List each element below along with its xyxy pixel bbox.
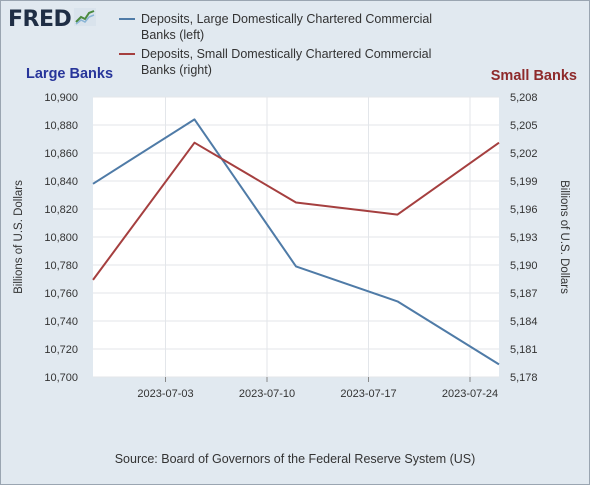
chart-legend: Deposits, Large Domestically Chartered C… — [119, 11, 449, 81]
y-left-tick-label: 10,780 — [44, 260, 78, 272]
y-left-tick-label: 10,840 — [44, 176, 78, 188]
y-right-tick-label: 5,184 — [510, 316, 538, 328]
y-left-axis-label: Billions of U.S. Dollars — [13, 180, 25, 294]
fred-logo-text: FRED — [8, 6, 72, 32]
y-left-tick-label: 10,700 — [44, 372, 78, 384]
y-right-tick-label: 5,196 — [510, 204, 538, 216]
y-left-tick-label: 10,820 — [44, 204, 78, 216]
x-tick-label: 2023-07-24 — [442, 388, 498, 400]
y-left-tick-label: 10,880 — [44, 120, 78, 132]
y-right-tick-label: 5,202 — [510, 148, 538, 160]
legend-label-line1: Deposits, Large Domestically Chartered C… — [141, 12, 433, 26]
y-left-tick-label: 10,800 — [44, 232, 78, 244]
legend-item-large-banks[interactable]: Deposits, Large Domestically Chartered C… — [119, 11, 449, 43]
y-left-tick-label: 10,760 — [44, 288, 78, 300]
y-right-tick-label: 5,178 — [510, 372, 538, 384]
legend-swatch-small — [119, 53, 135, 55]
y-left-tick-label: 10,900 — [44, 92, 78, 104]
y-right-tick-label: 5,181 — [510, 344, 538, 356]
y-right-tick-label: 5,208 — [510, 92, 538, 104]
x-tick-label: 2023-07-17 — [340, 388, 396, 400]
legend-item-small-banks[interactable]: Deposits, Small Domestically Chartered C… — [119, 46, 449, 78]
fred-logo[interactable]: FRED — [8, 6, 97, 32]
legend-label-line2: Banks (left) — [141, 28, 205, 42]
legend-swatch-large — [119, 18, 135, 20]
y-right-tick-label: 5,199 — [510, 176, 538, 188]
chart-source: Source: Board of Governors of the Federa… — [114, 452, 476, 466]
line-chart: 10,700 5,178 10,720 5,181 10,740 5,184 10,760 5… — [13, 92, 570, 400]
y-right-tick-label: 5,193 — [510, 232, 538, 244]
y-right-axis-label: Billions of U.S. Dollars — [558, 180, 570, 294]
chart-line-icon — [74, 7, 97, 31]
left-axis-title: Large Banks — [26, 66, 114, 82]
y-right-tick-label: 5,205 — [510, 120, 538, 132]
legend-label-line1: Deposits, Small Domestically Chartered C… — [141, 47, 432, 61]
x-tick-label: 2023-07-10 — [239, 388, 295, 400]
legend-label-line2: Banks (right) — [141, 63, 212, 77]
y-right-tick-label: 5,187 — [510, 288, 538, 300]
y-left-tick-label: 10,740 — [44, 316, 78, 328]
right-axis-title: Small Banks — [490, 68, 577, 84]
series-line-small-banks — [92, 141, 500, 281]
y-left-tick-label: 10,720 — [44, 344, 78, 356]
y-right-tick-label: 5,190 — [510, 260, 538, 272]
y-left-tick-label: 10,860 — [44, 148, 78, 160]
x-tick-label: 2023-07-03 — [137, 388, 193, 400]
series-line-large-banks — [92, 118, 500, 366]
